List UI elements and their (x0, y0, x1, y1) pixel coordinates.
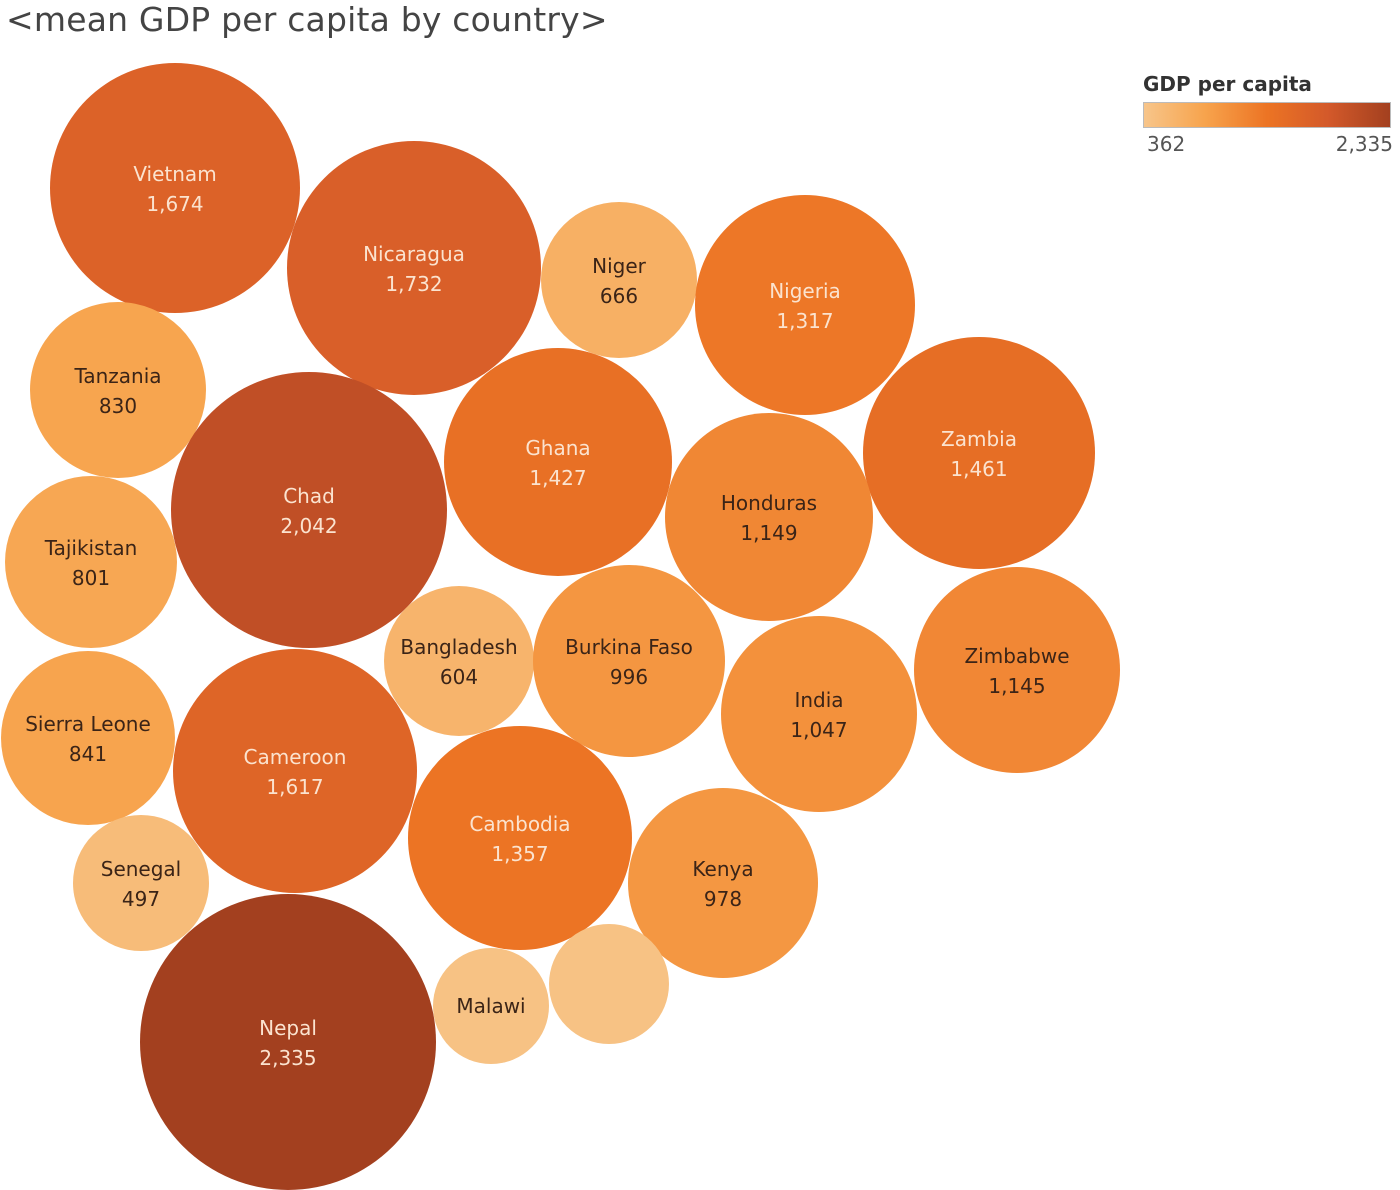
bubble-bangladesh[interactable]: Bangladesh 604 (384, 586, 534, 736)
bubble-value-label: 1,145 (988, 674, 1045, 698)
bubble-name-label: Ghana (525, 436, 590, 460)
legend-gradient-bar (1143, 102, 1391, 128)
bubble-value-label: 1,617 (266, 775, 323, 799)
bubble-value-label: 841 (69, 742, 107, 766)
bubble-circle-malawi[interactable] (433, 948, 549, 1064)
bubble-circle-tajikistan[interactable] (5, 476, 177, 648)
bubble-ghana[interactable]: Ghana 1,427 (444, 348, 672, 576)
bubble-value-label: 830 (99, 394, 137, 418)
bubble-zimbabwe[interactable]: Zimbabwe 1,145 (914, 567, 1120, 773)
bubble-name-label: Cambodia (469, 812, 570, 836)
bubble-value-label: 801 (72, 566, 110, 590)
bubble-circle-zambia[interactable] (863, 337, 1095, 569)
bubble-name-label: Honduras (721, 491, 817, 515)
bubble-circle-nigeria[interactable] (695, 195, 915, 415)
chart-title: <mean GDP per capita by country> (6, 0, 608, 39)
bubble-tajikistan[interactable]: Tajikistan 801 (5, 476, 177, 648)
bubble-circle-sierra-leone[interactable] (1, 651, 175, 825)
bubble-name-label: Burkina Faso (565, 635, 693, 659)
bubble-circle-nicaragua[interactable] (287, 141, 541, 395)
bubble-name-label: Kenya (692, 857, 753, 881)
bubble-name-label: Chad (283, 484, 335, 508)
bubble-name-label: Nicaragua (363, 242, 465, 266)
bubble-circle-kenya[interactable] (628, 788, 818, 978)
bubble-niger[interactable]: Niger 666 (541, 202, 697, 358)
bubble-value-label: 2,335 (259, 1046, 316, 1070)
bubble-circle-bangladesh[interactable] (384, 586, 534, 736)
bubble-value-label: 996 (610, 665, 648, 689)
bubble-value-label: 666 (600, 284, 638, 308)
legend-title: GDP per capita (1143, 72, 1312, 96)
bubble-circle-niger[interactable] (541, 202, 697, 358)
bubble-name-label: Bangladesh (400, 635, 517, 659)
bubble-circle-ghana[interactable] (444, 348, 672, 576)
bubble-vietnam[interactable]: Vietnam 1,674 (50, 63, 300, 313)
bubble-value-label: 1,674 (146, 192, 203, 216)
bubble-malawi[interactable]: Malawi (433, 948, 549, 1064)
legend-min-label: 362 (1147, 132, 1186, 156)
color-legend: GDP per capita 362 2,335 (1143, 72, 1395, 160)
legend-max-label: 2,335 (1335, 132, 1393, 156)
bubble-name-label: Senegal (101, 857, 182, 881)
bubble-circle-cameroon[interactable] (173, 649, 417, 893)
bubble-kenya[interactable]: Kenya 978 (628, 788, 818, 978)
bubble-circle-unlabeled-21[interactable] (549, 924, 669, 1044)
bubble-value-label: 1,357 (491, 842, 548, 866)
bubble-name-label: Malawi (456, 994, 525, 1018)
bubble-layer: Vietnam 1,674 Nicaragua 1,732 Niger 666 Nigeri… (1, 63, 1120, 1190)
bubble-circle-honduras[interactable] (665, 413, 873, 621)
bubble-name-label: Nepal (259, 1016, 317, 1040)
bubble-name-label: Vietnam (133, 162, 216, 186)
bubble-value-label: 1,317 (776, 309, 833, 333)
bubble-circle-tanzania[interactable] (30, 302, 206, 478)
bubble-unlabeled-21[interactable] (549, 924, 669, 1044)
bubble-name-label: Zimbabwe (964, 644, 1069, 668)
bubble-cameroon[interactable]: Cameroon 1,617 (173, 649, 417, 893)
bubble-value-label: 497 (122, 887, 160, 911)
bubble-nigeria[interactable]: Nigeria 1,317 (695, 195, 915, 415)
bubble-nepal[interactable]: Nepal 2,335 (140, 894, 436, 1190)
bubble-circle-zimbabwe[interactable] (914, 567, 1120, 773)
bubble-name-label: Tanzania (73, 364, 161, 388)
bubble-circle-burkina-faso[interactable] (533, 565, 725, 757)
bubble-circle-cambodia[interactable] (408, 726, 632, 950)
bubble-india[interactable]: India 1,047 (721, 616, 917, 812)
bubble-senegal[interactable]: Senegal 497 (73, 815, 209, 951)
bubble-name-label: Nigeria (769, 279, 841, 303)
bubble-circle-india[interactable] (721, 616, 917, 812)
bubble-burkina-faso[interactable]: Burkina Faso 996 (533, 565, 725, 757)
bubble-circle-senegal[interactable] (73, 815, 209, 951)
bubble-zambia[interactable]: Zambia 1,461 (863, 337, 1095, 569)
bubble-value-label: 1,427 (529, 466, 586, 490)
bubble-name-label: Cameroon (244, 745, 347, 769)
bubble-value-label: 1,149 (740, 521, 797, 545)
bubble-value-label: 1,461 (950, 457, 1007, 481)
bubble-name-label: Zambia (941, 427, 1017, 451)
bubble-value-label: 604 (440, 665, 478, 689)
bubble-tanzania[interactable]: Tanzania 830 (30, 302, 206, 478)
bubble-name-label: India (794, 688, 843, 712)
bubble-name-label: Niger (592, 254, 647, 278)
bubble-chad[interactable]: Chad 2,042 (171, 372, 447, 648)
bubble-name-label: Tajikistan (44, 536, 138, 560)
bubble-circle-chad[interactable] (171, 372, 447, 648)
bubble-circle-vietnam[interactable] (50, 63, 300, 313)
legend-labels: 362 2,335 (1143, 132, 1395, 160)
bubble-name-label: Sierra Leone (25, 712, 151, 736)
bubble-circle-nepal[interactable] (140, 894, 436, 1190)
bubble-nicaragua[interactable]: Nicaragua 1,732 (287, 141, 541, 395)
bubble-value-label: 1,732 (385, 272, 442, 296)
bubble-value-label: 1,047 (790, 718, 847, 742)
bubble-cambodia[interactable]: Cambodia 1,357 (408, 726, 632, 950)
bubble-sierra-leone[interactable]: Sierra Leone 841 (1, 651, 175, 825)
bubble-value-label: 978 (704, 887, 742, 911)
bubble-value-label: 2,042 (280, 514, 337, 538)
bubble-honduras[interactable]: Honduras 1,149 (665, 413, 873, 621)
